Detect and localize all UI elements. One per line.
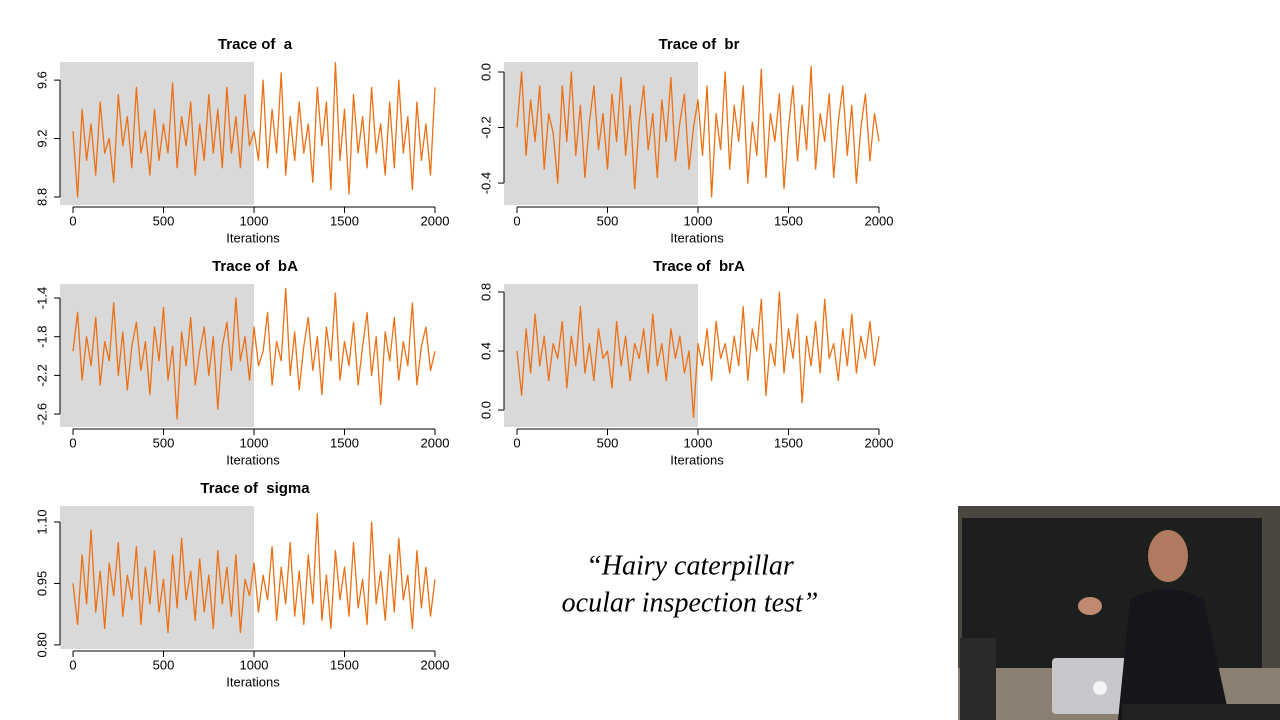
- x-axis-label: Iterations: [670, 452, 724, 467]
- trace-line: [72, 287, 436, 420]
- y-tick-label: 0.0: [478, 63, 493, 81]
- x-tick-label: 1000: [240, 435, 269, 450]
- x-tick-label: 0: [69, 213, 76, 228]
- chart-title: Trace of bA: [212, 258, 298, 275]
- video-inset: [958, 506, 1280, 720]
- person-hand: [1078, 597, 1102, 615]
- x-tick-label: 500: [153, 213, 175, 228]
- x-axis-label: Iterations: [226, 674, 280, 689]
- x-tick-label: 500: [597, 213, 619, 228]
- x-tick-label: 500: [153, 435, 175, 450]
- x-tick-label: 0: [513, 435, 520, 450]
- x-tick-label: 0: [69, 657, 76, 672]
- y-tick-label: -0.2: [478, 116, 493, 138]
- trace-line: [72, 513, 436, 634]
- x-tick-label: 0: [69, 435, 76, 450]
- x-tick-label: 1000: [240, 657, 269, 672]
- y-tick-label: 9.6: [34, 71, 49, 89]
- laptop-logo: [1093, 681, 1107, 695]
- x-tick-label: 1500: [330, 435, 359, 450]
- y-tick-label: 0.4: [478, 342, 493, 360]
- trace-line: [516, 291, 880, 419]
- y-tick-label: 0.8: [478, 283, 493, 301]
- x-tick-label: 1500: [774, 213, 803, 228]
- person-head: [1148, 530, 1188, 582]
- y-tick-label: -1.8: [34, 325, 49, 347]
- x-axis-label: Iterations: [670, 230, 724, 245]
- person-body: [1118, 589, 1230, 720]
- x-tick-label: 2000: [865, 435, 894, 450]
- y-tick-label: -1.4: [34, 287, 49, 309]
- x-tick-label: 500: [153, 657, 175, 672]
- x-tick-label: 1000: [684, 213, 713, 228]
- x-tick-label: 2000: [865, 213, 894, 228]
- quote-line: ocular inspection test”: [562, 587, 819, 618]
- blackboard: [962, 518, 1262, 668]
- y-tick-label: 1.10: [34, 509, 49, 534]
- x-tick-label: 2000: [421, 213, 450, 228]
- y-tick-label: 0.95: [34, 571, 49, 596]
- x-tick-label: 1500: [330, 213, 359, 228]
- x-tick-label: 1000: [240, 213, 269, 228]
- warmup-shade: [504, 284, 699, 427]
- x-tick-label: 1500: [330, 657, 359, 672]
- x-tick-label: 2000: [421, 435, 450, 450]
- y-tick-label: -2.6: [34, 403, 49, 425]
- y-tick-label: 0.80: [34, 632, 49, 657]
- x-tick-label: 0: [513, 213, 520, 228]
- x-axis-label: Iterations: [226, 230, 280, 245]
- x-tick-label: 1000: [684, 435, 713, 450]
- x-axis-label: Iterations: [226, 452, 280, 467]
- monitor: [960, 638, 996, 720]
- trace-line: [516, 65, 880, 198]
- y-tick-label: 9.2: [34, 130, 49, 148]
- chart-title: Trace of brA: [653, 258, 745, 275]
- y-tick-label: -0.4: [478, 172, 493, 194]
- chart-title: Trace of br: [659, 36, 740, 53]
- y-tick-label: 0.0: [478, 401, 493, 419]
- chart-title: Trace of a: [218, 36, 293, 53]
- x-tick-label: 2000: [421, 657, 450, 672]
- desk: [1122, 704, 1280, 720]
- chart-title: Trace of sigma: [200, 480, 310, 497]
- x-tick-label: 1500: [774, 435, 803, 450]
- trace-line: [72, 61, 436, 198]
- quote-line: “Hairy caterpillar: [586, 550, 794, 581]
- y-tick-label: 8.8: [34, 188, 49, 206]
- y-tick-label: -2.2: [34, 364, 49, 386]
- x-tick-label: 500: [597, 435, 619, 450]
